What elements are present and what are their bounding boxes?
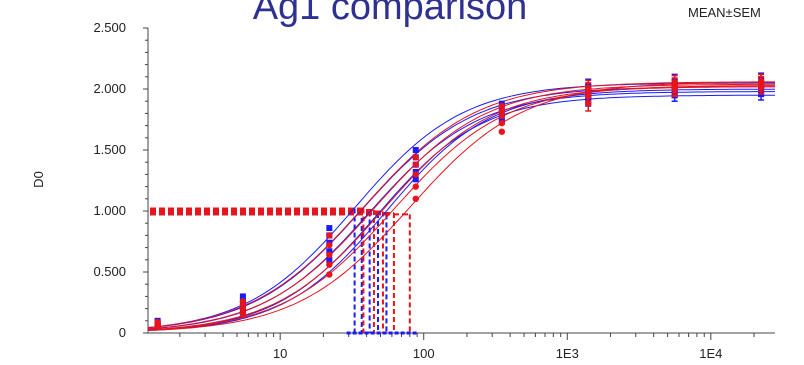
data-point xyxy=(585,100,592,107)
data-point xyxy=(412,195,419,202)
y-tick-label: 0.500 xyxy=(93,264,126,279)
y-tick-label: 1.000 xyxy=(93,203,126,218)
data-point xyxy=(326,261,333,268)
data-point xyxy=(412,161,419,168)
data-point xyxy=(498,102,506,110)
mean-sem-note: MEAN±SEM xyxy=(688,5,761,20)
data-point xyxy=(412,154,419,161)
data-point xyxy=(671,85,678,93)
fit-curve xyxy=(147,82,775,329)
y-tick-label: 2.500 xyxy=(93,20,126,35)
fit-curve xyxy=(147,86,776,331)
data-point xyxy=(498,128,506,135)
data-point xyxy=(326,251,333,259)
data-point xyxy=(326,232,333,239)
data-point xyxy=(326,225,333,232)
data-point xyxy=(239,293,246,300)
data-point xyxy=(326,241,333,249)
data-point xyxy=(498,112,506,120)
fit-curve xyxy=(147,86,775,329)
data-point xyxy=(326,248,333,255)
data-point xyxy=(154,323,161,331)
data-point xyxy=(412,147,419,153)
chart-title: Ag1 comparison xyxy=(252,0,528,28)
data-point xyxy=(412,176,419,183)
data-point xyxy=(757,78,765,85)
fit-curve xyxy=(147,88,776,331)
fit-curve xyxy=(147,81,775,331)
x-tick-label: 1E3 xyxy=(556,346,579,361)
data-point xyxy=(239,311,247,318)
data-point xyxy=(498,107,506,115)
y-tick-label: 0 xyxy=(119,325,126,340)
y-tick-label: 2.000 xyxy=(93,81,126,96)
x-tick-label: 10 xyxy=(273,346,287,361)
fit-curve xyxy=(147,81,775,328)
x-tick-label: 1E4 xyxy=(699,346,722,361)
x-tick-label: 100 xyxy=(413,346,435,361)
data-point xyxy=(498,119,506,127)
data-point xyxy=(326,256,333,263)
data-point xyxy=(412,183,419,190)
fit-curve xyxy=(147,85,775,331)
fit-curve xyxy=(147,94,775,331)
data-point xyxy=(326,271,333,278)
y-tick-label: 1.500 xyxy=(93,142,126,157)
fit-curve xyxy=(147,83,775,330)
data-point xyxy=(412,171,419,178)
